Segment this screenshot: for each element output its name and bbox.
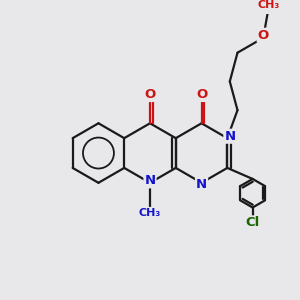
Text: Cl: Cl [245,216,260,230]
Text: O: O [196,88,207,101]
Text: N: N [144,174,156,188]
Text: O: O [258,29,269,42]
Text: CH₃: CH₃ [139,208,161,218]
Text: CH₃: CH₃ [257,0,280,10]
Text: N: N [196,178,207,190]
Text: O: O [144,88,156,101]
Text: N: N [224,130,236,143]
